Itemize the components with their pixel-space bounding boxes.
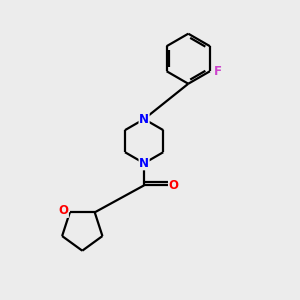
Text: N: N [139, 157, 149, 170]
Text: F: F [214, 65, 222, 78]
Text: N: N [139, 112, 149, 126]
Text: O: O [169, 179, 178, 192]
Text: O: O [58, 204, 68, 218]
